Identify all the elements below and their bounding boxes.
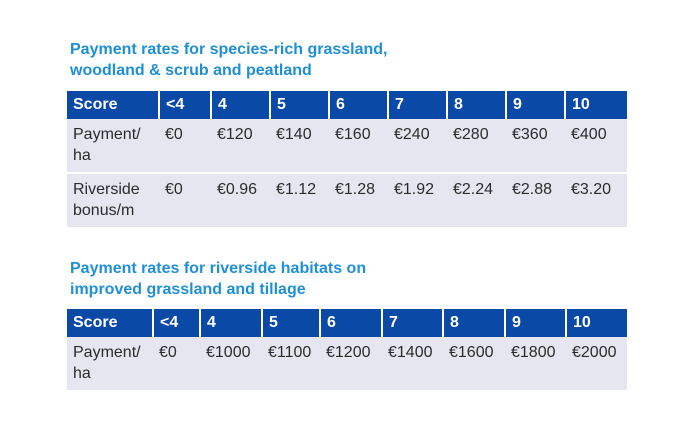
row-label-line2: ha (73, 147, 91, 164)
header-cell-score: Score (67, 91, 159, 119)
row-label-line1: Riverside (73, 181, 140, 198)
table2-title: Payment rates for riverside habitats on … (70, 258, 366, 300)
table-cell: €1800 (505, 337, 566, 390)
row-label-line2: bonus/m (73, 202, 135, 219)
table-cell: €240 (388, 119, 447, 173)
header-cell: <4 (152, 309, 200, 337)
table-cell: €1600 (443, 337, 505, 390)
row-label-line2: ha (73, 365, 91, 382)
table1-title-line1: Payment rates for species-rich grassland… (70, 41, 388, 58)
header-cell: 9 (505, 91, 565, 119)
header-cell: 5 (269, 91, 329, 119)
table-cell: €1.28 (329, 172, 388, 227)
header-cell-score: Score (67, 309, 153, 337)
table-cell: €1.92 (388, 172, 447, 227)
header-cell: 8 (446, 91, 506, 119)
table-row: Riverside bonus/m €0 €0.96 €1.12 €1.28 €… (67, 172, 627, 227)
riverside-payment-table: Score <4 4 5 6 7 8 9 10 Payment/ ha €0 €… (67, 309, 627, 390)
table-cell: €400 (565, 119, 627, 173)
header-cell: 9 (504, 309, 566, 337)
row-label-line1: Payment/ (73, 126, 141, 143)
header-cell: 10 (565, 309, 627, 337)
table-cell: €1200 (320, 337, 382, 390)
row-label: Payment/ ha (67, 119, 159, 173)
table2-title-line1: Payment rates for riverside habitats on (70, 260, 367, 277)
table-cell: €140 (270, 119, 329, 173)
table-cell: €1400 (382, 337, 443, 390)
table-cell: €120 (211, 119, 270, 173)
header-cell: 7 (381, 309, 443, 337)
header-cell: 8 (442, 309, 505, 337)
table-cell: €0 (153, 337, 200, 390)
table-cell: €2000 (566, 337, 627, 390)
header-cell: 6 (328, 91, 388, 119)
table-row: Payment/ ha €0 €120 €140 €160 €240 €280 … (67, 119, 627, 173)
table-cell: €280 (447, 119, 506, 173)
header-cell: 7 (387, 91, 447, 119)
table1-title: Payment rates for species-rich grassland… (70, 39, 387, 81)
table-cell: €0 (159, 172, 211, 227)
grassland-payment-table: Score <4 4 5 6 7 8 9 10 Payment/ ha €0 €… (67, 91, 627, 227)
table-cell: €1.12 (270, 172, 329, 227)
table-row: Payment/ ha €0 €1000 €1100 €1200 €1400 €… (67, 337, 627, 390)
table-cell: €0 (159, 119, 211, 173)
table2-title-line2: improved grassland and tillage (70, 281, 306, 298)
row-label-line1: Payment/ (73, 344, 141, 361)
table-cell: €1000 (200, 337, 262, 390)
table-cell: €160 (329, 119, 388, 173)
table-cell: €3.20 (565, 172, 627, 227)
header-cell: 4 (199, 309, 262, 337)
header-cell: <4 (158, 91, 211, 119)
row-label: Payment/ ha (67, 337, 153, 390)
header-cell: 6 (319, 309, 382, 337)
table-cell: €0.96 (211, 172, 270, 227)
header-cell: 10 (564, 91, 627, 119)
table-header-row: Score <4 4 5 6 7 8 9 10 (67, 91, 627, 119)
table-cell: €2.24 (447, 172, 506, 227)
table-cell: €1100 (262, 337, 320, 390)
table-header-row: Score <4 4 5 6 7 8 9 10 (67, 309, 627, 337)
row-label: Riverside bonus/m (67, 172, 159, 227)
table-cell: €2.88 (506, 172, 565, 227)
header-cell: 4 (210, 91, 270, 119)
header-cell: 5 (261, 309, 320, 337)
table-cell: €360 (506, 119, 565, 173)
table1-title-line2: woodland & scrub and peatland (70, 62, 312, 79)
